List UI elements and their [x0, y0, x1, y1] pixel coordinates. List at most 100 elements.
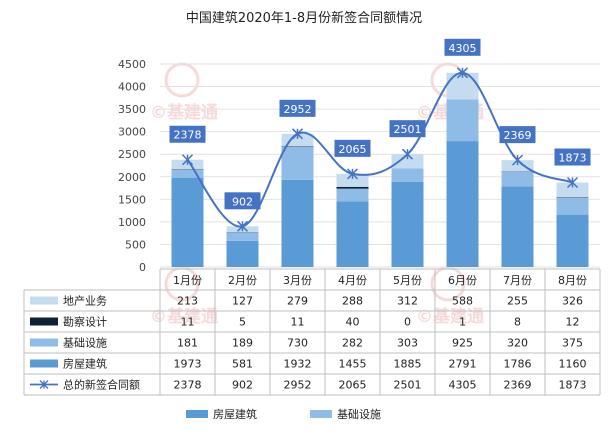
table-cell: 1973: [174, 358, 202, 371]
data-label: 4305: [449, 42, 477, 55]
table-cell: 2501: [394, 379, 422, 392]
table-cell: 375: [562, 337, 583, 350]
table-cell: 288: [342, 295, 363, 308]
table-cell: 12: [566, 316, 580, 329]
bar-segment: [557, 197, 589, 198]
y-tick-label: 3500: [118, 103, 146, 116]
table-cell: 902: [232, 379, 253, 392]
bar-segment: [392, 182, 424, 267]
data-label: 2501: [394, 123, 422, 136]
table-cell: 1: [459, 316, 466, 329]
legend-swatch: [310, 410, 332, 418]
data-label: 1873: [559, 152, 587, 165]
table-cell: 8: [514, 316, 521, 329]
legend-key-swatch: [30, 297, 58, 305]
table-cell: 1455: [339, 358, 367, 371]
x-tick-label: 4月份: [338, 274, 367, 287]
bar-segment: [502, 186, 534, 267]
y-tick-label: 0: [139, 261, 146, 274]
table-cell: 279: [287, 295, 308, 308]
chart-title: 中国建筑2020年1-8月份新签合同额情况: [186, 10, 422, 26]
table-cell: 1932: [284, 358, 312, 371]
table-cell: 303: [397, 337, 418, 350]
bar-segment: [227, 241, 259, 267]
y-tick-label: 1000: [118, 216, 146, 229]
table-cell: 2369: [504, 379, 532, 392]
table-cell: 2952: [284, 379, 312, 392]
legend-key-swatch: [30, 339, 58, 347]
table-cell: 40: [346, 316, 360, 329]
table-cell: 213: [177, 295, 198, 308]
data-label: 2065: [339, 143, 367, 156]
table-cell: 581: [232, 358, 253, 371]
table-cell: 5: [239, 316, 246, 329]
table-cell: 730: [287, 337, 308, 350]
data-label: 2378: [174, 129, 202, 142]
table-cell: 11: [181, 316, 195, 329]
table-row-label: 勘察设计: [63, 315, 107, 329]
y-tick-label: 4000: [118, 81, 146, 94]
bar-segment: [447, 99, 479, 141]
table-cell: 0: [404, 316, 411, 329]
bar-segment: [557, 198, 589, 215]
table-cell: 2791: [449, 358, 477, 371]
legend-key-swatch: [30, 318, 58, 326]
table-cell: 1885: [394, 358, 422, 371]
watermark-logo-ring: [166, 64, 198, 96]
data-label: 902: [232, 195, 253, 208]
table-cell: 181: [177, 337, 198, 350]
x-tick-label: 7月份: [503, 274, 532, 287]
y-tick-label: 500: [125, 238, 146, 251]
table-cell: 925: [452, 337, 473, 350]
bar-segment: [282, 147, 314, 180]
table-row-label: 地产业务: [63, 294, 107, 308]
bar-segment: [502, 172, 534, 186]
legend-label: 房屋建筑: [213, 407, 257, 421]
table-cell: 282: [342, 337, 363, 350]
table-cell: 326: [562, 295, 583, 308]
x-tick-label: 3月份: [283, 274, 312, 287]
table-cell: 189: [232, 337, 253, 350]
y-tick-label: 2500: [118, 148, 146, 161]
x-tick-label: 8月份: [558, 274, 587, 287]
table-cell: 588: [452, 295, 473, 308]
table-cell: 1873: [559, 379, 587, 392]
table-row-label: 总的新签合同额: [63, 378, 140, 392]
bar-segment: [392, 168, 424, 182]
bar-segment: [282, 180, 314, 267]
table-cell: 11: [291, 316, 305, 329]
bar-segment: [557, 215, 589, 267]
bar-segment: [337, 201, 369, 267]
y-tick-label: 4500: [118, 58, 146, 71]
x-tick-label: 6月份: [448, 274, 477, 287]
watermark-text: ©基建通: [416, 306, 484, 327]
legend-swatch: [186, 410, 208, 418]
y-tick-label: 3000: [118, 126, 146, 139]
data-label: 2369: [504, 129, 532, 142]
x-tick-label: 2月份: [228, 274, 257, 287]
bar-segment: [337, 189, 369, 202]
y-tick-label: 2000: [118, 171, 146, 184]
legend-label: 基础设施: [337, 408, 381, 421]
table-cell: 1160: [559, 358, 587, 371]
y-tick-label: 1500: [118, 193, 146, 206]
bar-segment: [447, 141, 479, 267]
table-cell: 127: [232, 295, 253, 308]
table-cell: 4305: [449, 379, 477, 392]
legend-key-swatch: [30, 360, 58, 368]
bar-segment: [337, 187, 369, 189]
table-row-label: 基础设施: [63, 337, 107, 350]
table-cell: 1786: [504, 358, 532, 371]
bar-segment: [172, 178, 204, 267]
bar-segment: [227, 232, 259, 241]
table-cell: 320: [507, 337, 528, 350]
watermark-text: ©基建通: [150, 102, 218, 123]
table-cell: 255: [507, 295, 528, 308]
data-label: 2952: [284, 103, 312, 116]
x-tick-label: 1月份: [173, 274, 202, 287]
table-cell: 2378: [174, 379, 202, 392]
x-tick-label: 5月份: [393, 274, 422, 287]
table-cell: 312: [397, 295, 418, 308]
